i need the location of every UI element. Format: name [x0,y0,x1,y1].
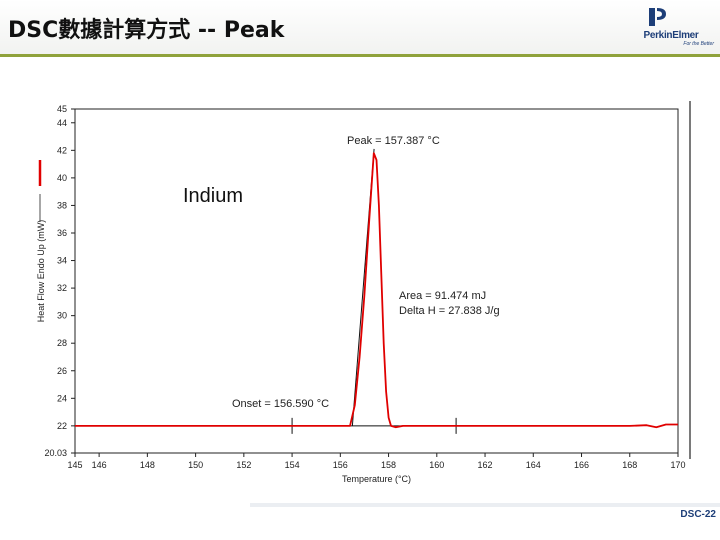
y-tick-label: 22 [57,421,67,431]
header-rule [0,54,720,57]
y-tick-label: 28 [57,338,67,348]
y-tick-label: 42 [57,145,67,155]
page-number: DSC-22 [680,509,716,520]
dsc-chart: 145 146 148 150 152 154 156 158 160 162 164 166 168 1… [36,101,691,484]
heat-flow-series [75,152,678,429]
onset-annotation: Onset = 156.590 °C [232,398,329,410]
plot-frame [74,108,679,454]
x-tick-label: 156 [333,460,348,470]
x-tick-label: 166 [574,460,589,470]
logo-tagline: For the Better [683,41,714,47]
slide-title: DSC數據計算方式 -- Peak [8,18,285,43]
y-tick-label: 26 [57,366,67,376]
x-tick-label: 152 [236,460,251,470]
x-tick-label: 168 [622,460,637,470]
sample-label: Indium [183,185,243,207]
x-axis-title: Temperature (°C) [342,474,411,484]
y-tick-label: 45 [57,104,67,114]
y-tick-label: 24 [57,393,67,403]
perkinelmer-logo: PerkinElmer For the Better [628,4,714,50]
x-tick-label: 170 [670,460,685,470]
y-tick-label: 34 [57,256,67,266]
y-tick-label: 38 [57,200,67,210]
y-tick-label: 40 [57,173,67,183]
footer-rule [250,503,720,507]
x-tick-label: 164 [526,460,541,470]
x-tick-label: 154 [285,460,300,470]
y-axis-title: Heat Flow Endo Up (mW) [36,220,46,323]
x-tick-label: 148 [140,460,155,470]
logo-name: PerkinElmer [643,30,699,41]
y-tick-label: 32 [57,283,67,293]
x-tick-label: 145 [67,460,82,470]
x-tick-label: 160 [429,460,444,470]
x-tick-label: 150 [188,460,203,470]
x-tick-label: 162 [478,460,493,470]
x-tick-label: 146 [92,460,107,470]
perkinelmer-logo-icon [649,8,666,26]
peak-annotation: Peak = 157.387 °C [347,135,440,147]
slide-header [0,0,720,56]
y-tick-label: 36 [57,228,67,238]
delta-h-annotation: Delta H = 27.838 J/g [399,305,500,317]
y-tick-label: 30 [57,311,67,321]
area-annotation: Area = 91.474 mJ [399,290,486,302]
y-tick-label: 44 [57,118,67,128]
x-tick-label: 158 [381,460,396,470]
y-tick-label: 20.03 [44,448,67,458]
